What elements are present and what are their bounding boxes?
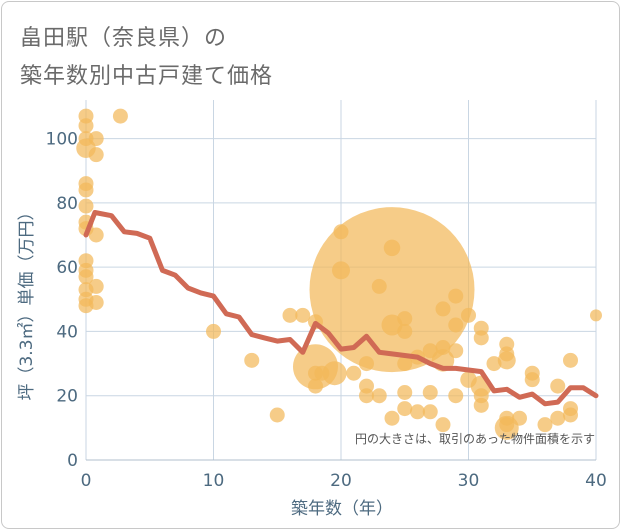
bubble — [448, 317, 464, 333]
bubble — [422, 385, 438, 400]
bubble — [461, 307, 476, 323]
bubble — [359, 388, 374, 404]
bubble — [448, 388, 464, 404]
x-tick-label: 30 — [458, 471, 480, 491]
bubble — [282, 307, 298, 323]
bubble — [397, 323, 413, 339]
chart-title-line2: 築年数別中古戸建て価格 — [20, 64, 274, 89]
y-tick-label: 80 — [56, 194, 78, 214]
bubble — [435, 417, 451, 433]
bubble — [448, 288, 464, 304]
bubble — [269, 407, 285, 423]
bubble — [422, 404, 438, 420]
chart-title-line1: 畠田駅（奈良県）の — [20, 26, 228, 51]
size-note: 円の大きさは、取引のあった物件面積を示す — [355, 431, 595, 446]
x-tick-label: 40 — [585, 471, 607, 491]
bubble — [346, 365, 362, 381]
y-axis-title: 坪（3.3㎡）単価（万円） — [17, 203, 37, 400]
bubble — [244, 352, 260, 368]
bubble — [88, 227, 104, 243]
bubble — [550, 410, 566, 426]
bubble — [563, 352, 578, 368]
y-tick-label: 40 — [56, 322, 78, 342]
bubble — [371, 388, 387, 404]
y-tick-label: 60 — [56, 258, 78, 278]
bubble — [381, 314, 403, 336]
bubble — [112, 108, 128, 124]
bubble — [295, 307, 311, 323]
bubble — [512, 410, 527, 426]
bubble — [563, 407, 578, 423]
x-tick-label: 0 — [81, 471, 92, 491]
bubble — [590, 309, 602, 322]
bubble — [435, 301, 451, 317]
x-tick-labels: 0 10 20 30 40 — [81, 471, 607, 491]
bubble — [494, 415, 519, 440]
bubble — [88, 295, 104, 310]
x-axis-title: 築年数（年） — [291, 499, 393, 519]
bubble — [397, 356, 413, 372]
bubble — [309, 207, 475, 373]
x-tick-label: 10 — [203, 471, 225, 491]
bubble — [537, 417, 553, 433]
bubble — [78, 198, 94, 214]
bubble — [486, 356, 502, 372]
bubble — [78, 269, 94, 285]
trend-line — [83, 210, 599, 407]
bubble — [410, 404, 425, 420]
bubble — [550, 378, 566, 394]
bubble — [497, 351, 516, 370]
y-tick-label: 20 — [56, 387, 78, 407]
bubble — [78, 182, 94, 198]
bubble — [473, 330, 489, 346]
y-tick-labels: 0 20 40 60 80 100 — [46, 130, 78, 471]
y-tick-label: 100 — [46, 130, 78, 150]
y-tick-label: 0 — [67, 451, 78, 471]
bubble — [88, 131, 104, 147]
bubble — [322, 361, 347, 386]
x-tick-label: 20 — [330, 471, 352, 491]
bubble — [88, 278, 104, 294]
bubble — [78, 118, 94, 134]
bubble — [524, 372, 540, 388]
bubble — [383, 239, 401, 257]
bubble — [397, 401, 413, 417]
bubble — [206, 323, 221, 339]
bubble — [397, 311, 413, 327]
bubble-layer — [76, 108, 602, 440]
bubble — [473, 397, 489, 413]
bubble — [448, 343, 464, 359]
bubble — [397, 385, 413, 400]
bubble — [88, 147, 104, 163]
bubble — [308, 378, 323, 394]
bubble — [384, 410, 400, 426]
